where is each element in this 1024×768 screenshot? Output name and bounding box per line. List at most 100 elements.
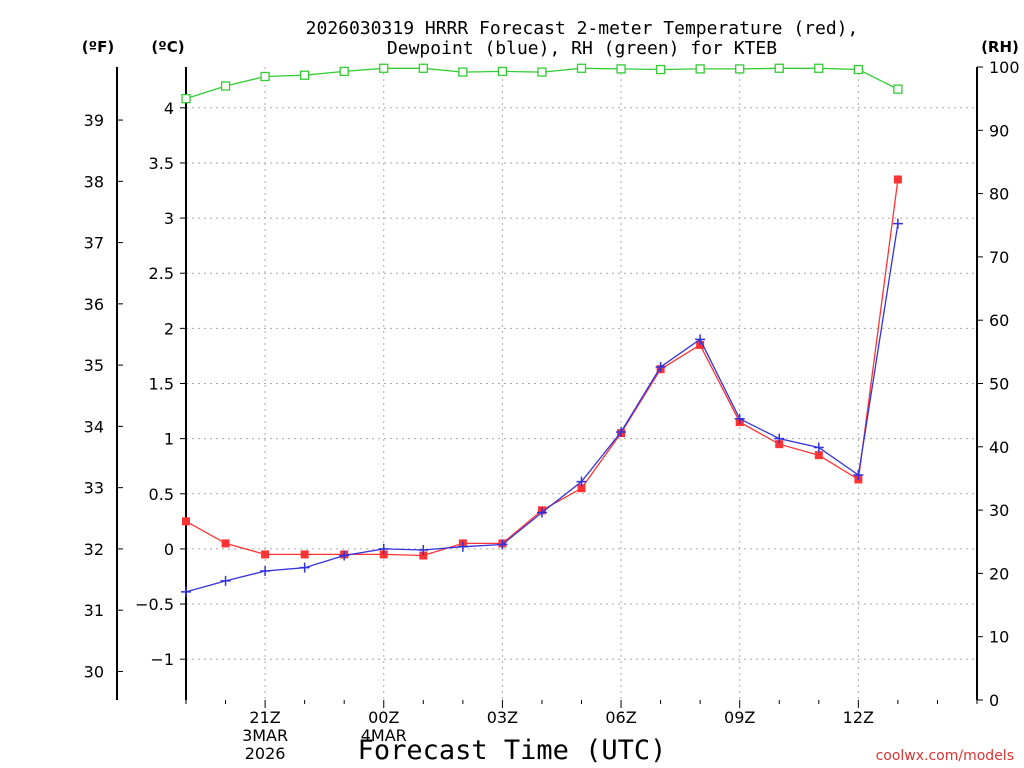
rh-marker: [299, 70, 310, 80]
rh-tick-label: 30: [989, 501, 1009, 520]
rh-tick-label: 60: [989, 311, 1009, 330]
rh-marker: [339, 66, 349, 77]
temperature-marker: [182, 517, 190, 526]
x-axis-label: Forecast Time (UTC): [358, 735, 667, 766]
rh-tick-label: 10: [989, 628, 1009, 647]
rh-marker: [576, 63, 587, 73]
x-tick-label: 09Z: [724, 708, 755, 727]
rh-marker: [181, 94, 191, 104]
dewpoint-marker: [695, 334, 706, 345]
x-tick-label: 00Z: [368, 708, 399, 727]
celsius-tick-label: 2: [164, 319, 174, 338]
temperature-marker: [775, 440, 784, 449]
dewpoint-marker: [734, 413, 745, 424]
celsius-tick-label: 0: [164, 540, 174, 559]
dewpoint-marker: [260, 565, 271, 576]
x-tick-label: 3MAR: [242, 726, 288, 745]
fahrenheit-tick-label: 39: [84, 111, 104, 130]
x-tick-label: 12Z: [843, 708, 874, 727]
dewpoint-marker: [378, 543, 389, 554]
fahrenheit-tick-label: 32: [84, 540, 104, 559]
dewpoint-marker: [457, 541, 468, 552]
temperature-marker: [261, 550, 270, 559]
rh-axis-title: (RH): [981, 38, 1019, 56]
celsius-tick-label: 3.5: [149, 154, 174, 173]
dewpoint-marker: [892, 218, 903, 229]
dewpoint-marker: [299, 562, 310, 573]
rh-tick-label: 80: [989, 185, 1009, 204]
rh-marker: [260, 71, 270, 82]
credit-text: coolwx.com/models: [876, 748, 1014, 764]
rh-tick-label: 0: [989, 691, 999, 710]
x-tick-label: 2026: [245, 744, 286, 763]
rh-marker: [418, 63, 428, 73]
dewpoint-marker: [655, 361, 666, 372]
celsius-tick-label: 2.5: [149, 264, 174, 283]
rh-tick-label: 50: [989, 375, 1009, 394]
temperature-marker: [696, 340, 705, 349]
dewpoint-marker: [536, 507, 547, 518]
temperature-marker: [221, 539, 230, 548]
dewpoint-marker: [616, 427, 627, 438]
celsius-axis-title: (ºC): [151, 38, 184, 56]
celsius-tick-label: 1.5: [149, 375, 174, 394]
x-tick-label: 21Z: [249, 708, 280, 727]
rh-tick-label: 100: [989, 58, 1020, 77]
rh-marker: [616, 64, 626, 74]
x-tick-label: 06Z: [605, 708, 636, 727]
rh-marker: [814, 63, 824, 73]
celsius-tick-label: 0.5: [149, 485, 174, 504]
dewpoint-marker: [339, 550, 350, 561]
chart-subtitle: Dewpoint (blue), RH (green) for KTEB: [387, 38, 777, 59]
temperature-marker: [814, 451, 823, 460]
celsius-tick-label: 4: [164, 99, 174, 118]
dewpoint-marker: [576, 476, 587, 487]
data-series: [181, 63, 903, 597]
chart-title: 2026030319 HRRR Forecast 2-meter Tempera…: [306, 18, 859, 39]
dewpoint-marker: [853, 470, 864, 481]
rh-marker: [774, 63, 784, 73]
rh-marker: [853, 64, 863, 75]
rh-marker: [735, 64, 745, 74]
rh-marker: [497, 66, 508, 77]
fahrenheit-tick-label: 34: [84, 417, 104, 436]
rh-marker: [220, 81, 231, 91]
celsius-tick-label: −0.5: [135, 595, 174, 614]
rh-marker: [379, 63, 389, 73]
fahrenheit-tick-label: 37: [84, 234, 104, 253]
rh-tick-label: 40: [989, 438, 1009, 457]
dewpoint-marker: [418, 545, 429, 556]
rh-marker: [893, 84, 903, 94]
temperature-marker: [419, 551, 428, 560]
celsius-tick-label: 3: [164, 209, 174, 228]
celsius-tick-label: 1: [164, 430, 174, 449]
tick-labels: −1 −0.5 0 0.5 1 1.5 2 2.5 3 3.5 4 30 31 32 33 34 35 36 37 3…: [84, 58, 1020, 763]
dewpoint-marker: [497, 539, 508, 550]
dewpoint-marker: [774, 433, 785, 444]
rh-marker: [655, 64, 666, 75]
temperature-marker: [577, 484, 586, 493]
temperature-marker: [379, 550, 388, 559]
fahrenheit-tick-label: 33: [84, 479, 104, 498]
rh-marker: [695, 64, 705, 74]
dewpoint-marker: [181, 586, 191, 597]
rh-tick-label: 70: [989, 248, 1009, 267]
dewpoint-marker: [813, 442, 824, 453]
x-tick-label: 03Z: [487, 708, 518, 727]
temperature-marker: [300, 550, 309, 559]
temperature-marker: [893, 175, 902, 184]
x-tick-label: 4MAR: [361, 726, 407, 745]
axes: [116, 66, 983, 708]
dewpoint-marker: [220, 575, 231, 586]
fahrenheit-tick-label: 35: [84, 356, 104, 375]
rh-marker: [458, 67, 468, 77]
fahrenheit-tick-label: 38: [84, 172, 104, 191]
rh-tick-label: 20: [989, 564, 1009, 583]
rh-tick-label: 90: [989, 121, 1009, 140]
rh-marker: [537, 67, 547, 77]
fahrenheit-tick-label: 30: [84, 662, 104, 681]
fahrenheit-axis-title: (ºF): [82, 38, 114, 56]
fahrenheit-tick-label: 31: [84, 601, 104, 620]
celsius-tick-label: −1: [150, 650, 174, 669]
